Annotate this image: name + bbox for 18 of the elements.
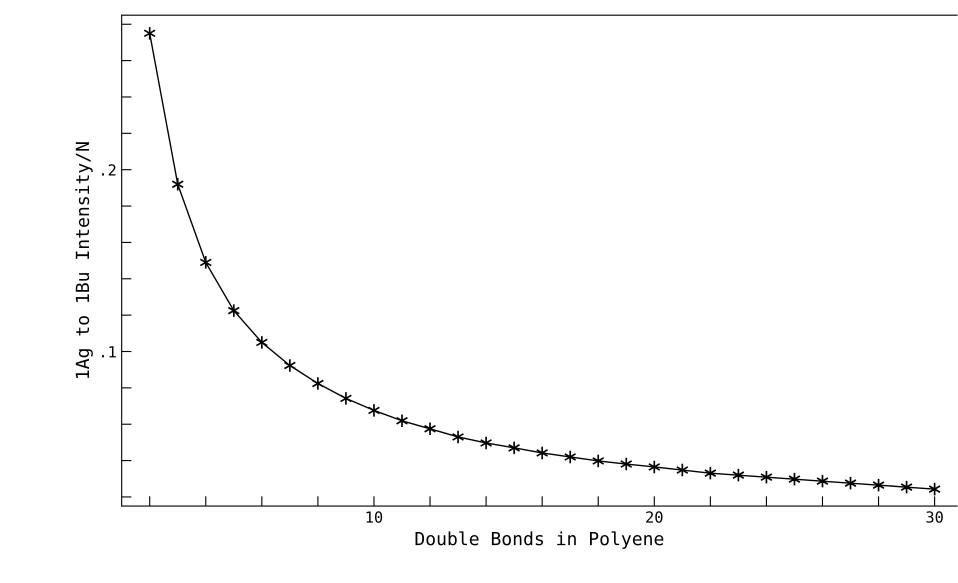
point [816, 474, 829, 488]
point [872, 478, 885, 492]
y-tick-label: .1 [102, 346, 116, 358]
point [340, 391, 352, 406]
y-tick-label: .2 [102, 164, 116, 176]
x-tick-label: 20 [646, 511, 662, 523]
x-tick-label: 30 [926, 511, 943, 523]
point [788, 472, 801, 486]
point [424, 422, 436, 436]
point [396, 414, 408, 428]
point [452, 430, 464, 444]
y-axis-title: 1Ag to 1Bu Intensity/N [75, 142, 93, 378]
x-tick-label: 10 [366, 511, 382, 523]
point [760, 470, 773, 484]
x-axis-title: Double Bonds in Polyene [416, 531, 664, 549]
point [900, 480, 913, 494]
point [844, 476, 857, 490]
point [368, 403, 380, 418]
